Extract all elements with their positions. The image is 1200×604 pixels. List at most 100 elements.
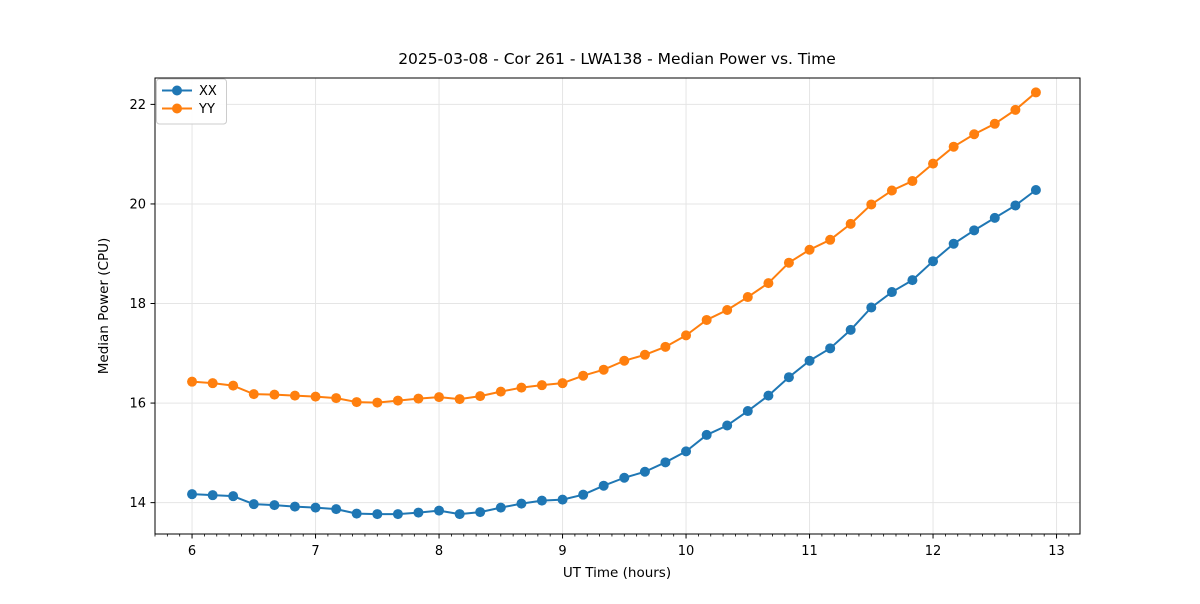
- series-marker-xx: [495, 502, 506, 513]
- series-marker-yy: [248, 389, 259, 400]
- series-layer: [187, 87, 1041, 520]
- plot-border: [154, 77, 1081, 535]
- series-marker-yy: [969, 129, 980, 140]
- series-marker-xx: [536, 495, 547, 506]
- series-marker-yy: [804, 244, 815, 255]
- x-tick-label: 13: [1048, 544, 1065, 559]
- series-marker-yy: [207, 378, 218, 389]
- series-marker-xx: [1010, 200, 1021, 211]
- legend-label: YY: [198, 102, 215, 117]
- series-marker-xx: [742, 406, 753, 417]
- series-marker-xx: [372, 509, 383, 520]
- chart-title: 2025-03-08 - Cor 261 - LWA138 - Median P…: [398, 50, 836, 68]
- series-marker-yy: [783, 257, 794, 268]
- series-marker-yy: [392, 395, 403, 406]
- y-tick-label: 20: [129, 197, 146, 212]
- series-marker-xx: [434, 505, 445, 516]
- series-marker-yy: [310, 391, 321, 402]
- series-line-yy: [191, 91, 1037, 404]
- series-marker-yy: [598, 364, 609, 375]
- series-marker-xx: [701, 429, 712, 440]
- series-marker-yy: [948, 141, 959, 152]
- series-marker-yy: [331, 393, 342, 404]
- series-marker-yy: [434, 392, 445, 403]
- series-marker-xx: [907, 275, 918, 286]
- series-marker-yy: [454, 394, 465, 405]
- series-marker-xx: [269, 500, 280, 511]
- series-marker-yy: [413, 393, 424, 404]
- series-marker-xx: [928, 256, 939, 267]
- legend-marker-sample: [172, 103, 182, 114]
- series-marker-xx: [763, 390, 774, 401]
- series-marker-yy: [845, 218, 856, 229]
- series-marker-xx: [845, 324, 856, 335]
- series-marker-xx: [289, 501, 300, 512]
- tick-labels-layer: 6 7 8 9 10 11 12 13 14 16 18 20 22: [129, 98, 1064, 559]
- series-marker-xx: [722, 420, 733, 431]
- x-tick-label: 9: [558, 544, 566, 559]
- y-tick-label: 14: [129, 496, 146, 511]
- series-marker-yy: [928, 158, 939, 169]
- series-marker-xx: [310, 502, 321, 513]
- series-line-xx: [192, 189, 1037, 516]
- series-marker-xx: [660, 457, 671, 468]
- series-marker-xx: [331, 504, 342, 515]
- series-marker-yy: [351, 397, 362, 408]
- series-marker-xx: [413, 507, 424, 518]
- series-marker-yy: [660, 341, 671, 352]
- x-tick-label: 10: [678, 544, 695, 559]
- series-marker-xx: [783, 372, 794, 383]
- series-marker-yy: [228, 380, 239, 391]
- y-tick-label: 18: [129, 297, 146, 312]
- series-marker-xx: [207, 490, 218, 501]
- series-marker-yy: [187, 376, 198, 387]
- x-tick-label: 8: [435, 544, 443, 559]
- series-marker-xx: [619, 472, 630, 483]
- series-marker-yy: [578, 370, 589, 381]
- series-marker-yy: [742, 292, 753, 303]
- series-marker-yy: [681, 330, 692, 341]
- series-marker-yy: [989, 118, 1000, 129]
- axes-layer: [150, 77, 1081, 539]
- series-marker-xx: [187, 489, 198, 500]
- series-marker-yy: [866, 199, 877, 210]
- series-marker-xx: [639, 466, 650, 477]
- y-axis-label: Median Power (CPU): [96, 238, 112, 374]
- series-marker-xx: [948, 238, 959, 249]
- series-marker-yy: [886, 185, 897, 196]
- series-marker-yy: [907, 176, 918, 187]
- grid-layer: [155, 78, 1080, 534]
- x-tick-label: 6: [188, 544, 196, 559]
- series-marker-yy: [269, 389, 280, 400]
- series-marker-xx: [989, 212, 1000, 223]
- x-tick-label: 12: [925, 544, 942, 559]
- series-marker-xx: [454, 509, 465, 520]
- series-marker-yy: [372, 397, 383, 408]
- series-marker-xx: [228, 491, 239, 502]
- series-marker-yy: [1010, 104, 1021, 115]
- series-marker-xx: [1030, 185, 1041, 196]
- series-marker-xx: [969, 225, 980, 236]
- series-marker-yy: [619, 355, 630, 366]
- series-marker-yy: [536, 380, 547, 391]
- series-marker-xx: [392, 509, 403, 520]
- series-marker-yy: [722, 304, 733, 315]
- series-marker-yy: [1030, 87, 1041, 98]
- series-marker-xx: [475, 507, 486, 518]
- series-marker-yy: [557, 378, 568, 389]
- series-marker-xx: [598, 480, 609, 491]
- series-marker-xx: [351, 508, 362, 519]
- series-marker-xx: [516, 498, 527, 509]
- y-tick-label: 22: [129, 98, 146, 113]
- series-marker-xx: [578, 489, 589, 500]
- series-marker-xx: [825, 343, 836, 354]
- x-axis-label: UT Time (hours): [563, 565, 671, 581]
- y-tick-label: 16: [129, 397, 146, 412]
- series-marker-yy: [516, 382, 527, 393]
- series-marker-yy: [639, 349, 650, 360]
- series-marker-xx: [557, 494, 568, 505]
- series-marker-xx: [866, 302, 877, 313]
- series-marker-xx: [886, 287, 897, 298]
